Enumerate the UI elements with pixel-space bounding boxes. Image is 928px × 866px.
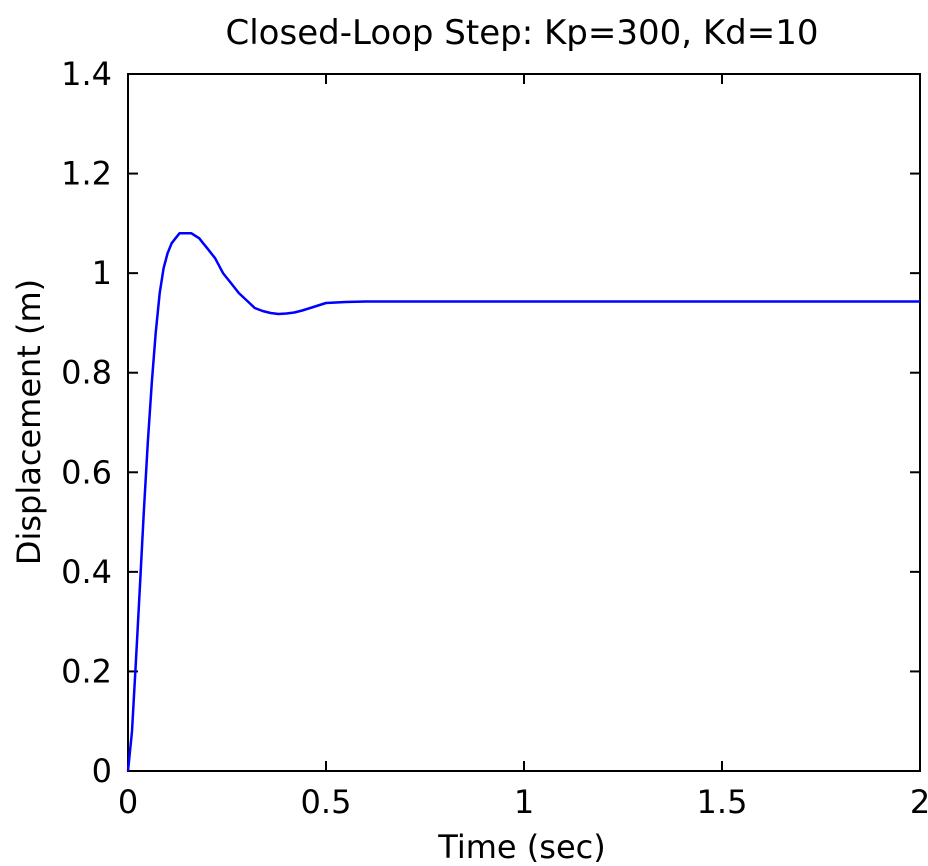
y-tick-label: 0.6 xyxy=(61,453,112,491)
y-tick-label: 1.2 xyxy=(61,155,112,193)
y-axis-label: Displacement (m) xyxy=(10,279,48,565)
x-tick-label: 0.5 xyxy=(301,783,352,821)
y-tick-label: 0 xyxy=(92,752,112,790)
y-tick-label: 0.2 xyxy=(61,652,112,690)
y-tick-label: 0.4 xyxy=(61,553,112,591)
y-tick-label: 1 xyxy=(92,254,112,292)
chart-title: Closed-Loop Step: Kp=300, Kd=10 xyxy=(226,13,819,53)
x-tick-label: 2 xyxy=(910,783,928,821)
series-line xyxy=(126,232,920,772)
plot-frame xyxy=(127,73,921,772)
x-tick-label: 0 xyxy=(118,783,138,821)
x-axis-label: Time (sec) xyxy=(437,828,605,866)
plot-area: 0 0.5 1 1.5 2 0 0.2 0.4 0.6 0.8 1 1.2 1.4 xyxy=(61,55,928,821)
x-tick-label: 1.5 xyxy=(697,783,748,821)
y-tick-label: 0.8 xyxy=(61,354,112,392)
y-tick-label: 1.4 xyxy=(61,55,112,93)
x-tick-label: 1 xyxy=(514,783,534,821)
